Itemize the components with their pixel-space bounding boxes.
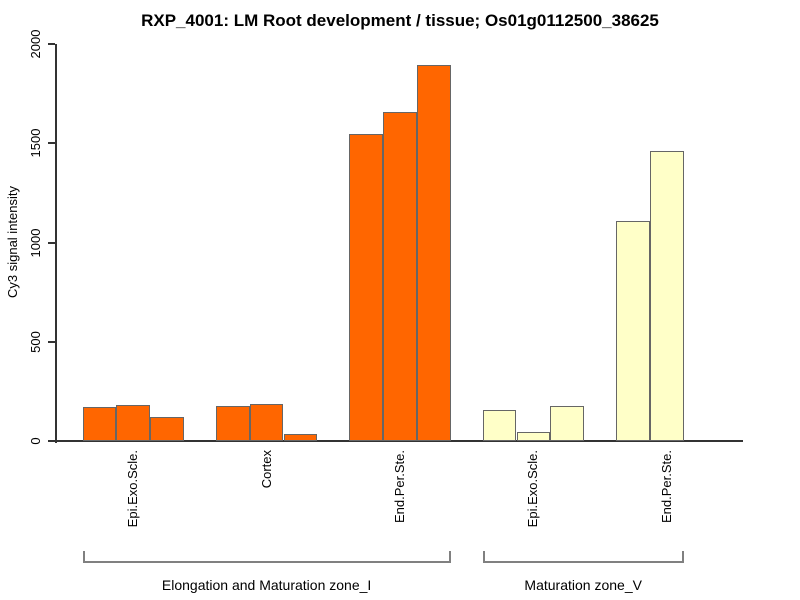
y-tick-mark: [48, 440, 55, 442]
x-group-label: Cortex: [258, 450, 274, 489]
y-tick-mark: [48, 43, 55, 45]
bar-EpiExoScle-r3: [550, 406, 585, 441]
y-tick-label: 0: [28, 437, 43, 445]
y-tick-label: 1500: [28, 128, 43, 158]
bar-Cortex-r1: [215, 406, 250, 441]
bar-EndPerSte-r1: [616, 221, 650, 441]
y-tick-label: 2000: [28, 29, 43, 59]
y-tick-label: 1000: [28, 228, 43, 257]
chart-title: RXP_4001: LM Root development / tissue; …: [141, 11, 659, 30]
y-tick-mark: [48, 142, 55, 145]
bar-EpiExoScle-r1: [482, 410, 517, 441]
bar-EndPerSte-r3: [416, 65, 451, 441]
zone-label: Elongation and Maturation zone_I: [161, 577, 372, 593]
x-group-label: End.Per.Ste.: [392, 450, 407, 523]
y-tick-mark: [48, 340, 55, 343]
y-axis-line: [55, 44, 57, 443]
bar-EndPerSte-r2: [649, 151, 684, 441]
x-group-label: End.Per.Ste.: [658, 450, 674, 523]
y-tick-mark: [48, 241, 55, 244]
zone-bracket: [82, 551, 451, 563]
y-tick-label: 500: [28, 330, 43, 353]
bar-EpiExoScle-r2: [116, 405, 151, 441]
zone-label: Maturation zone_V: [524, 577, 642, 593]
bar-EndPerSte-r2: [383, 112, 417, 441]
bar-EpiExoScle-r3: [150, 417, 184, 441]
x-axis-line: [55, 440, 743, 442]
bar-Cortex-r3: [283, 434, 318, 441]
x-group-label: Epi.Exo.Scle.: [525, 450, 541, 528]
bar-Cortex-r2: [249, 404, 284, 441]
zone-bracket: [482, 551, 684, 563]
x-group-label: Epi.Exo.Scle.: [125, 450, 141, 528]
bar-EpiExoScle-r1: [82, 407, 117, 441]
bar-EndPerSte-r1: [349, 134, 384, 441]
y-axis-label: Cy3 signal intensity: [5, 186, 20, 298]
bar-EpiExoScle-r2: [516, 432, 551, 441]
